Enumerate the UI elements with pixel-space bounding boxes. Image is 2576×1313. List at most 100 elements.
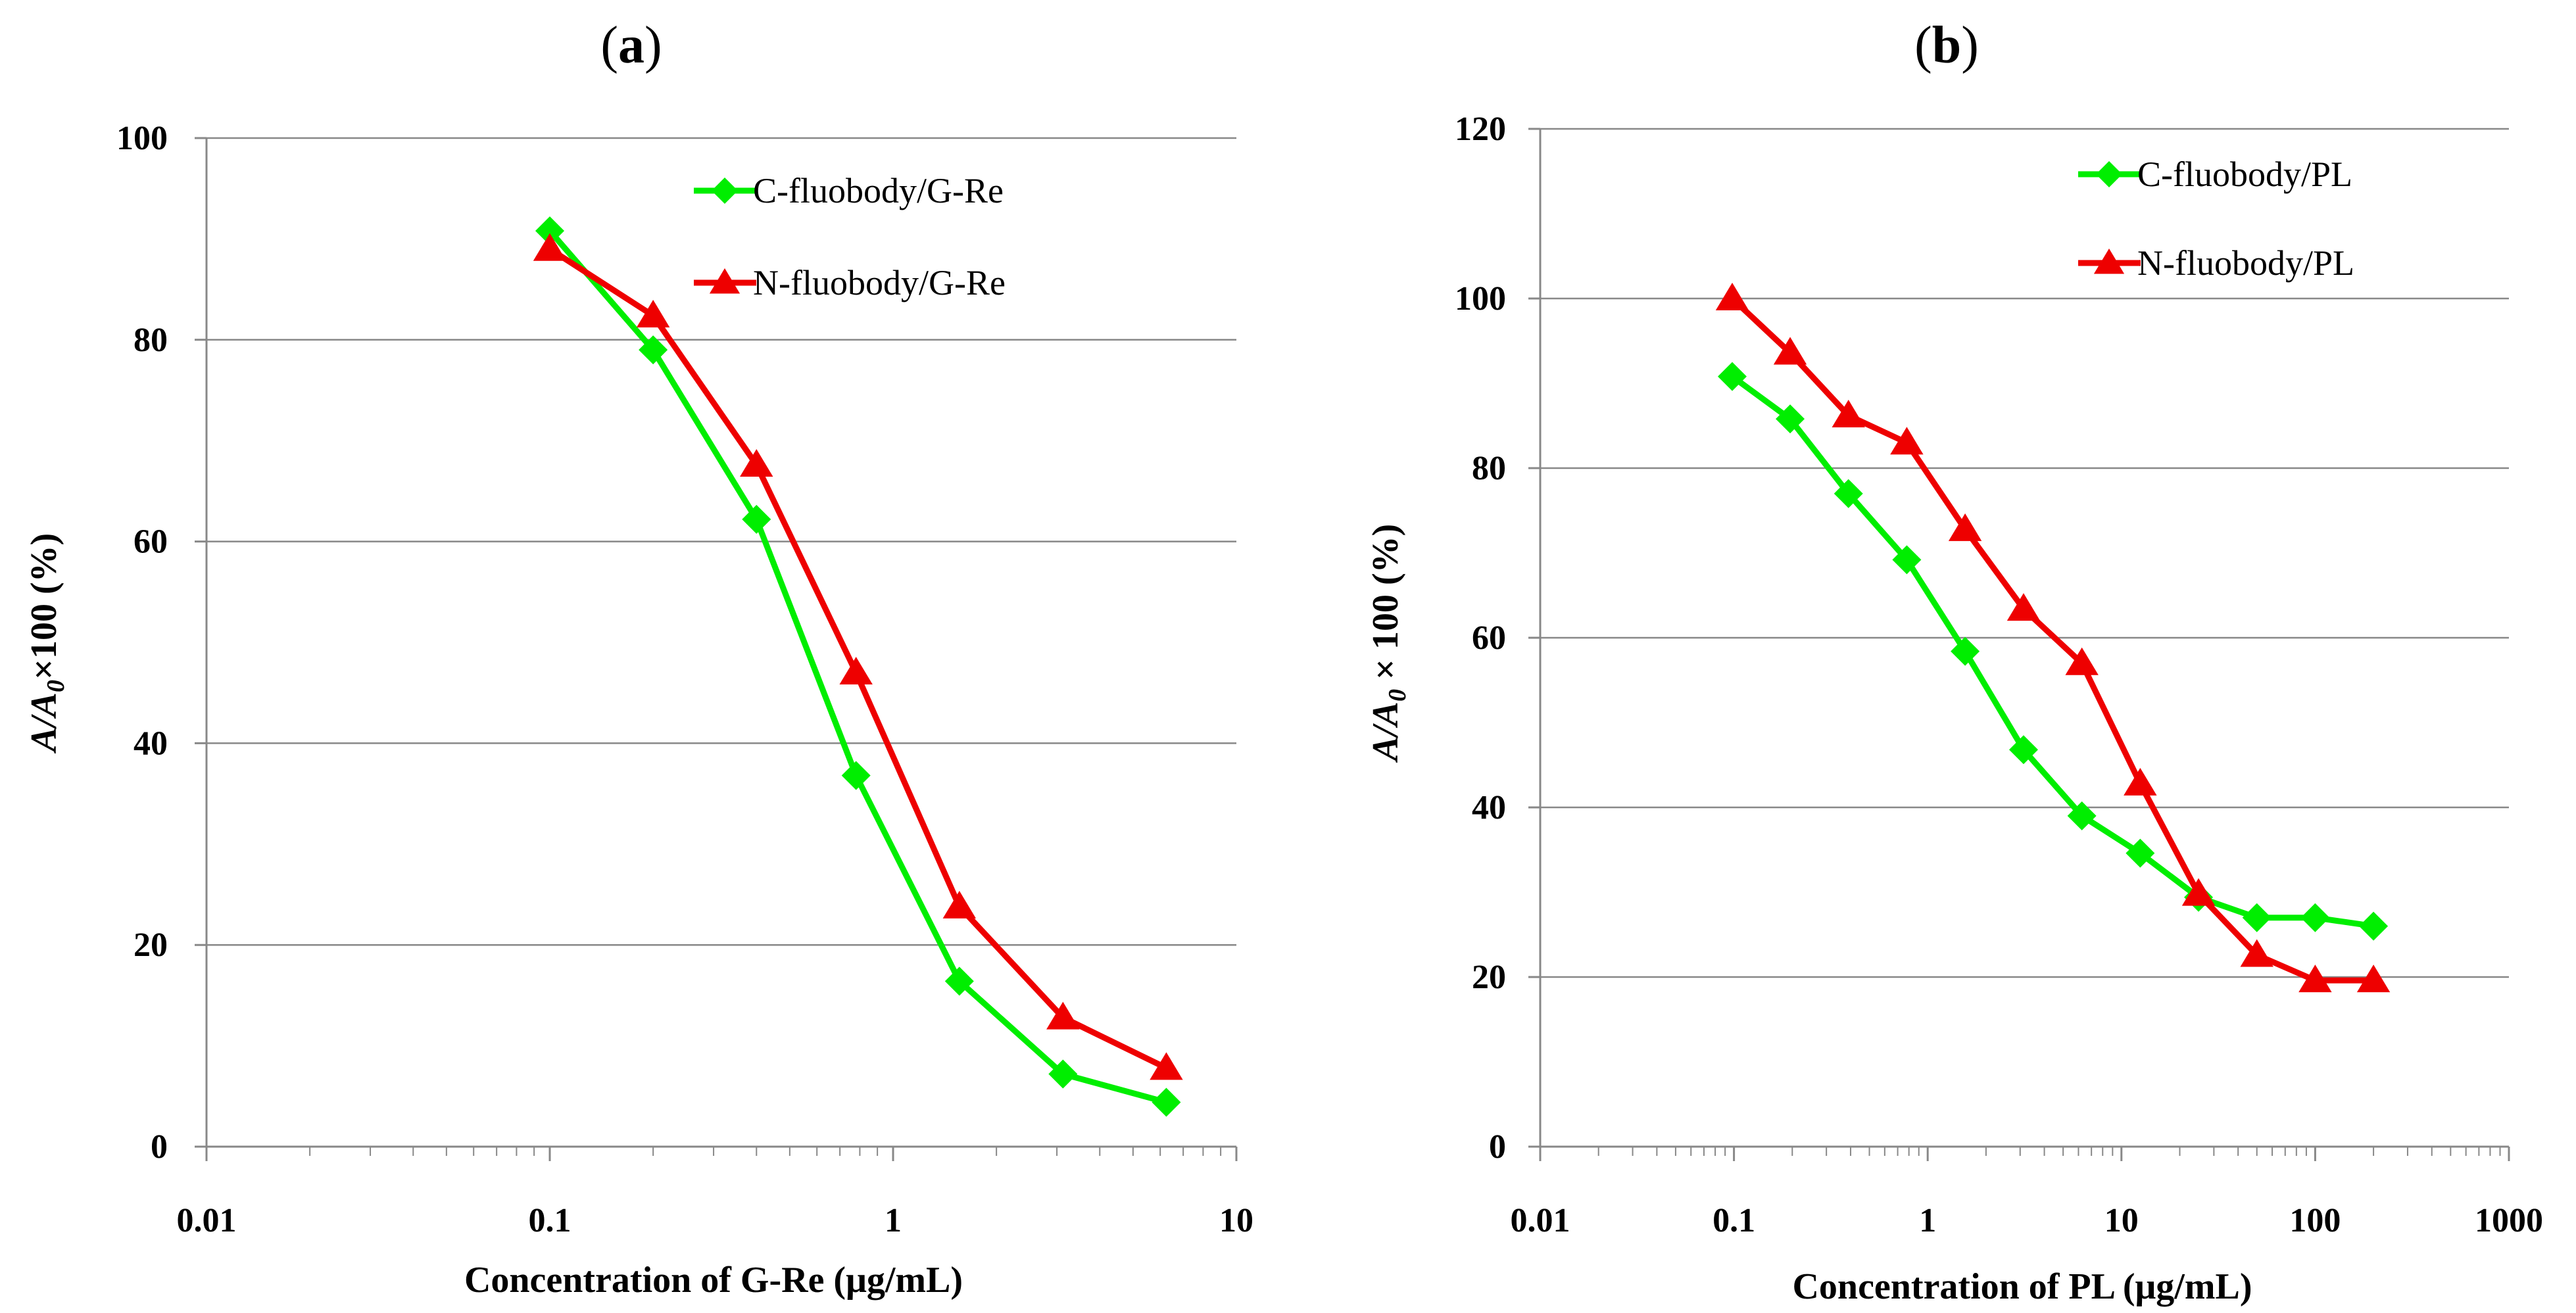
legend-marker-diamond [2096,161,2122,187]
data-point-triangle [1150,1052,1183,1080]
data-point-triangle [2298,965,2332,993]
panel-label-letter: a [618,16,644,74]
legend-label: C-fluobody/PL [2137,155,2352,194]
legend-entry: C-fluobody/G-Re [694,171,1004,210]
data-point-triangle [1715,283,1749,310]
panel-label-close: ) [644,16,662,74]
legend-marker-triangle [709,268,741,294]
data-point-triangle [1046,1001,1080,1030]
panel-label-open: ( [1914,16,1932,74]
y-tick-label: 120 [1455,110,1506,148]
series-N-fluobody/PL [1715,283,2391,993]
data-point-triangle [2240,939,2273,967]
y-axis-title-part: A [1365,736,1406,763]
legend-marker-triangle [2093,249,2125,274]
data-point-triangle [1832,400,1865,428]
x-tick-label: 0.1 [529,1202,571,1239]
y-axis-title-part: A [24,727,64,753]
y-tick-label: 40 [134,725,168,762]
data-point-diamond [2126,838,2155,868]
y-tick-label: 100 [116,120,168,157]
panel-label-open: ( [600,16,618,74]
data-point-triangle [636,299,670,327]
data-point-triangle [2356,965,2391,993]
legend-label: N-fluobody/PL [2137,243,2354,283]
y-tick-label: 20 [134,926,168,964]
x-tick-label: 1 [1919,1202,1936,1239]
data-point-diamond [2359,911,2389,941]
data-point-triangle [533,233,567,261]
y-tick-label: 0 [151,1128,168,1166]
chart-panel-a: (a) 0 20 40 60 80 100 0.01 0.1 1 10 Concentration o… [24,16,1253,1301]
series-line [1730,296,2374,984]
y-tick-label: 100 [1455,280,1506,318]
data-point-diamond [2067,801,2097,830]
x-tick-label: 100 [2289,1202,2341,1239]
panel-label-close: ) [1961,16,1979,74]
panel-label-a: (a) [600,16,662,74]
data-point-diamond [1892,545,1922,575]
x-tick-label: 0.01 [177,1202,237,1239]
data-point-triangle [942,890,977,919]
data-point-triangle [2124,767,2157,796]
legend-marker-diamond [712,178,738,204]
data-point-diamond [1718,362,1747,391]
y-axis-title-part: 0 [1384,689,1411,702]
data-point-triangle [1773,337,1807,365]
y-tick-label: 60 [134,523,168,561]
y-axis-title-part: × 100 (%) [1365,524,1406,689]
chart-panel-b: (b) 0 20 40 60 80 100 120 0.01 0.1 1 10 100 1000 Conce… [1365,16,2543,1307]
data-point-diamond [742,504,771,534]
data-point-diamond [1951,636,1980,666]
y-axis-title: A/A0×100 (%) [24,533,70,754]
y-tick-label: 20 [1472,959,1506,996]
data-point-diamond [1048,1059,1078,1089]
data-point-diamond [2300,903,2330,932]
x-tick-label: 1000 [2475,1202,2543,1239]
y-tick-label: 80 [1472,450,1506,487]
y-tick-label: 40 [1472,789,1506,826]
data-point-triangle [2006,593,2041,621]
x-tick-label: 0.1 [1713,1202,1755,1239]
data-point-diamond [2242,903,2272,932]
x-tick-label: 0.01 [1511,1202,1570,1239]
y-tick-label: 0 [1489,1128,1506,1166]
y-axis-title-part: ×100 (%) [24,533,64,680]
legend-entry: C-fluobody/PL [2078,155,2352,194]
y-tick-label: 60 [1472,619,1506,657]
series-C-fluobody/PL [1718,362,2389,941]
legend-label: N-fluobody/G-Re [753,263,1006,302]
data-point-diamond [1834,479,1863,508]
legend-label: C-fluobody/G-Re [753,171,1004,210]
y-axis-title-part: 0 [42,680,70,692]
legend-entry: N-fluobody/PL [2078,243,2354,283]
data-point-diamond [841,761,871,790]
data-point-diamond [2008,735,2038,765]
x-tick-label: 10 [2104,1202,2139,1239]
y-axis-title: A/A0 × 100 (%) [1365,524,1411,763]
y-tick-label: 80 [134,322,168,359]
x-tick-label: 10 [1219,1202,1253,1239]
series-N-fluobody/G-Re [533,233,1183,1080]
data-point-triangle [740,449,773,477]
data-point-diamond [1152,1087,1181,1117]
data-point-triangle [1948,513,1982,541]
x-axis-title: Concentration of PL (μg/mL) [1792,1266,2252,1307]
data-point-diamond [1776,404,1805,434]
x-axis-title: Concentration of G-Re (μg/mL) [464,1260,963,1301]
x-tick-label: 1 [885,1202,902,1239]
legend-entry: N-fluobody/G-Re [694,263,1006,302]
data-point-diamond [535,216,564,246]
panel-label-b: (b) [1914,16,1979,74]
data-point-triangle [2065,647,2099,675]
data-point-triangle [2181,878,2216,906]
series-C-fluobody/G-Re [535,216,1181,1117]
data-point-diamond [944,967,974,996]
data-point-triangle [1890,427,1924,455]
data-point-triangle [839,657,873,685]
y-axis-title-part: A [24,692,64,719]
data-point-diamond [639,335,668,365]
series-line [1730,374,2374,930]
y-axis-title-part: A [1365,702,1406,728]
